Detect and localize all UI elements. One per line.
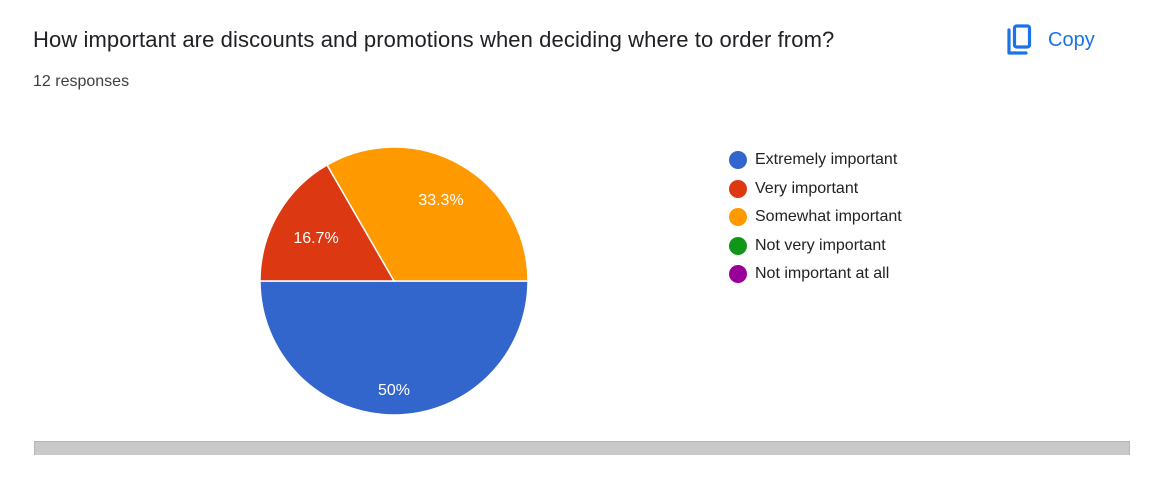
legend-dot-icon xyxy=(729,236,747,255)
legend-item-very-important[interactable]: Very important xyxy=(729,175,902,204)
slice-somewhat-important[interactable] xyxy=(325,146,529,282)
legend-item-not-very-important[interactable]: Not very important xyxy=(729,232,902,261)
legend-label: Not important at all xyxy=(755,265,890,283)
legend-dot-icon xyxy=(729,151,747,170)
copy-button[interactable]: Copy xyxy=(1006,22,1095,58)
legend-item-extremely-important[interactable]: Extremely important xyxy=(729,146,902,175)
question-title: How important are discounts and promotio… xyxy=(33,27,835,52)
legend-label: Not very important xyxy=(755,236,886,254)
copy-label: Copy xyxy=(1048,28,1095,51)
legend-dot-icon xyxy=(729,179,747,198)
legend-dot-icon xyxy=(729,265,747,284)
legend-dot-icon xyxy=(729,208,747,227)
chart-legend: Extremely important Very important Somew… xyxy=(729,146,902,289)
pie-chart: 50% 16.7% 33.3% xyxy=(259,146,529,416)
legend-item-not-important-at-all[interactable]: Not important at all xyxy=(729,260,902,289)
horizontal-scrollbar[interactable] xyxy=(34,441,1130,455)
slice-extremely-important[interactable] xyxy=(259,280,529,416)
slice-label-extremely: 50% xyxy=(378,382,410,399)
slice-label-somewhat: 33.3% xyxy=(418,192,463,209)
copy-icon xyxy=(1006,24,1032,56)
slice-label-very: 16.7% xyxy=(293,230,338,247)
response-count: 12 responses xyxy=(33,73,130,90)
legend-label: Somewhat important xyxy=(755,208,902,226)
slice-very-important[interactable] xyxy=(259,163,396,282)
legend-label: Extremely important xyxy=(755,151,898,169)
legend-item-somewhat-important[interactable]: Somewhat important xyxy=(729,203,902,232)
legend-label: Very important xyxy=(755,179,859,197)
